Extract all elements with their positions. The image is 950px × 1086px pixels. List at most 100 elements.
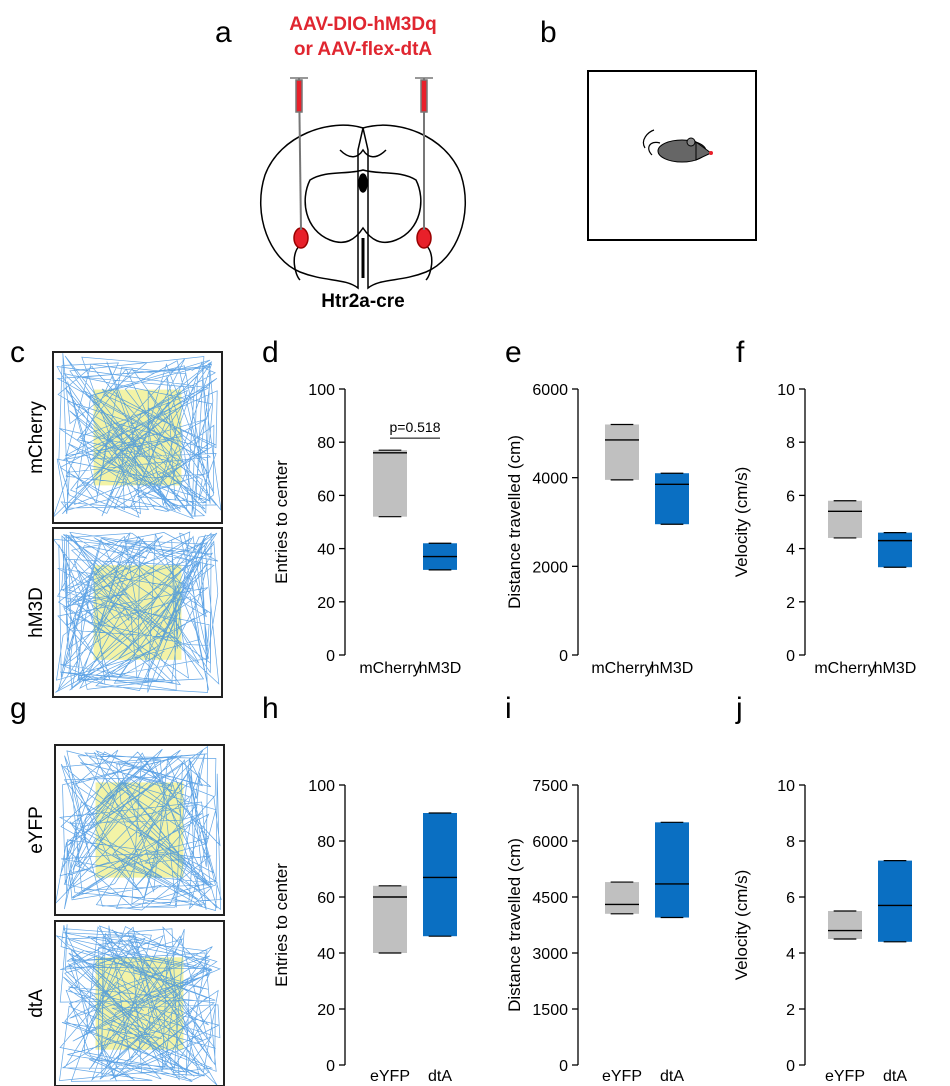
virus-label: or AAV-flex-dtA <box>294 39 433 60</box>
x-tick-label: dtA <box>428 1068 452 1085</box>
y-axis-title: Distance travelled (cm) <box>505 435 524 609</box>
box-chart: 0 2000 4000 6000 Distance travelled (cm) mChe… <box>505 382 693 677</box>
y-axis-title: Entries to center <box>272 863 291 987</box>
track-frame <box>52 351 223 524</box>
track-frame <box>52 527 223 698</box>
box-chart: 0 1500 3000 4500 6000 7500 Distance travelled … <box>505 778 689 1085</box>
panel-label: j <box>735 692 743 725</box>
y-tick-label: 0 <box>559 1058 568 1075</box>
y-tick-label: 8 <box>786 834 795 851</box>
y-tick-label: 6000 <box>532 382 568 399</box>
y-tick-label: 2 <box>786 1002 795 1019</box>
y-tick-label: 2000 <box>532 559 568 576</box>
trajectory <box>52 531 220 693</box>
y-tick-label: 7500 <box>532 778 568 795</box>
panel-label: c <box>10 336 25 369</box>
panel-label: d <box>262 336 279 369</box>
y-axis-title: Distance travelled (cm) <box>505 838 524 1012</box>
track-panel <box>54 744 225 916</box>
y-tick-label: 6 <box>786 488 795 505</box>
trajectory <box>54 745 222 911</box>
track-label: hM3D <box>26 587 47 638</box>
y-tick-label: 60 <box>317 890 335 907</box>
panel-label: f <box>736 336 745 369</box>
x-tick-label: hM3D <box>419 660 462 677</box>
annotation: p=0.518 <box>390 419 441 435</box>
y-tick-label: 80 <box>317 435 335 452</box>
y-tick-label: 40 <box>317 542 335 559</box>
track-label: dtA <box>26 989 47 1018</box>
x-tick-label: dtA <box>660 1068 684 1085</box>
trajectory <box>52 353 222 520</box>
box <box>828 911 862 939</box>
x-tick-label: eYFP <box>825 1068 865 1085</box>
mouse-icon <box>642 129 713 163</box>
track-panel <box>52 351 223 524</box>
y-tick-label: 6 <box>786 890 795 907</box>
x-tick-label: mCherry <box>359 660 420 677</box>
track-frame <box>54 744 225 916</box>
y-tick-label: 0 <box>786 1058 795 1075</box>
box <box>605 882 639 914</box>
brain-diagram <box>260 77 466 290</box>
box-chart: 0 2 4 6 8 10 Velocity (cm/s) eYFP dtA <box>732 778 912 1085</box>
y-tick-label: 4 <box>786 542 795 559</box>
y-axis-title: Velocity (cm/s) <box>732 467 751 578</box>
y-axis-title: Entries to center <box>272 460 291 584</box>
panel-label: h <box>262 692 279 725</box>
y-tick-label: 0 <box>326 648 335 665</box>
y-tick-label: 80 <box>317 834 335 851</box>
track-panel <box>54 920 225 1086</box>
y-tick-label: 60 <box>317 488 335 505</box>
x-tick-label: mCherry <box>591 660 652 677</box>
y-tick-label: 8 <box>786 435 795 452</box>
box <box>655 473 689 525</box>
track-frame <box>54 920 225 1086</box>
y-tick-label: 100 <box>308 778 335 795</box>
y-tick-label: 0 <box>326 1058 335 1075</box>
y-tick-label: 0 <box>786 648 795 665</box>
y-tick-label: 10 <box>777 778 795 795</box>
box <box>878 860 912 942</box>
x-tick-label: eYFP <box>370 1068 410 1085</box>
box <box>605 424 639 480</box>
y-tick-label: 100 <box>308 382 335 399</box>
y-tick-label: 20 <box>317 1002 335 1019</box>
track-label: eYFP <box>26 806 47 854</box>
y-tick-label: 3000 <box>532 946 568 963</box>
panel-label: b <box>540 16 557 49</box>
y-tick-label: 6000 <box>532 834 568 851</box>
x-tick-label: hM3D <box>651 660 694 677</box>
y-tick-label: 20 <box>317 595 335 612</box>
y-tick-label: 2 <box>786 595 795 612</box>
box <box>828 500 862 538</box>
x-tick-label: hM3D <box>874 660 917 677</box>
box <box>373 450 407 517</box>
panel-label: e <box>505 336 522 369</box>
y-axis-title: Velocity (cm/s) <box>732 870 751 981</box>
y-tick-label: 4500 <box>532 890 568 907</box>
y-tick-label: 4000 <box>532 471 568 488</box>
trajectory <box>55 924 221 1086</box>
x-tick-label: eYFP <box>602 1068 642 1085</box>
y-tick-label: 1500 <box>532 1002 568 1019</box>
track-panel <box>52 527 223 698</box>
y-tick-label: 10 <box>777 382 795 399</box>
box <box>878 532 912 568</box>
y-tick-label: 0 <box>559 648 568 665</box>
panel-label: g <box>10 692 27 725</box>
y-tick-label: 40 <box>317 946 335 963</box>
track-images: mCherry hM3D eYFP dtA <box>26 351 225 1086</box>
x-tick-label: dtA <box>883 1068 907 1085</box>
track-label: mCherry <box>26 401 47 474</box>
box-chart: 0 20 40 60 80 100 Entries to center eYFP dtA <box>272 778 457 1085</box>
y-tick-label: 4 <box>786 946 795 963</box>
panel-label: i <box>505 692 512 725</box>
box <box>373 885 407 953</box>
panel-label: a <box>215 16 232 49</box>
box <box>423 813 457 937</box>
box-chart: 0 20 40 60 80 100 Entries to center mCherryhM3D… <box>272 382 461 677</box>
